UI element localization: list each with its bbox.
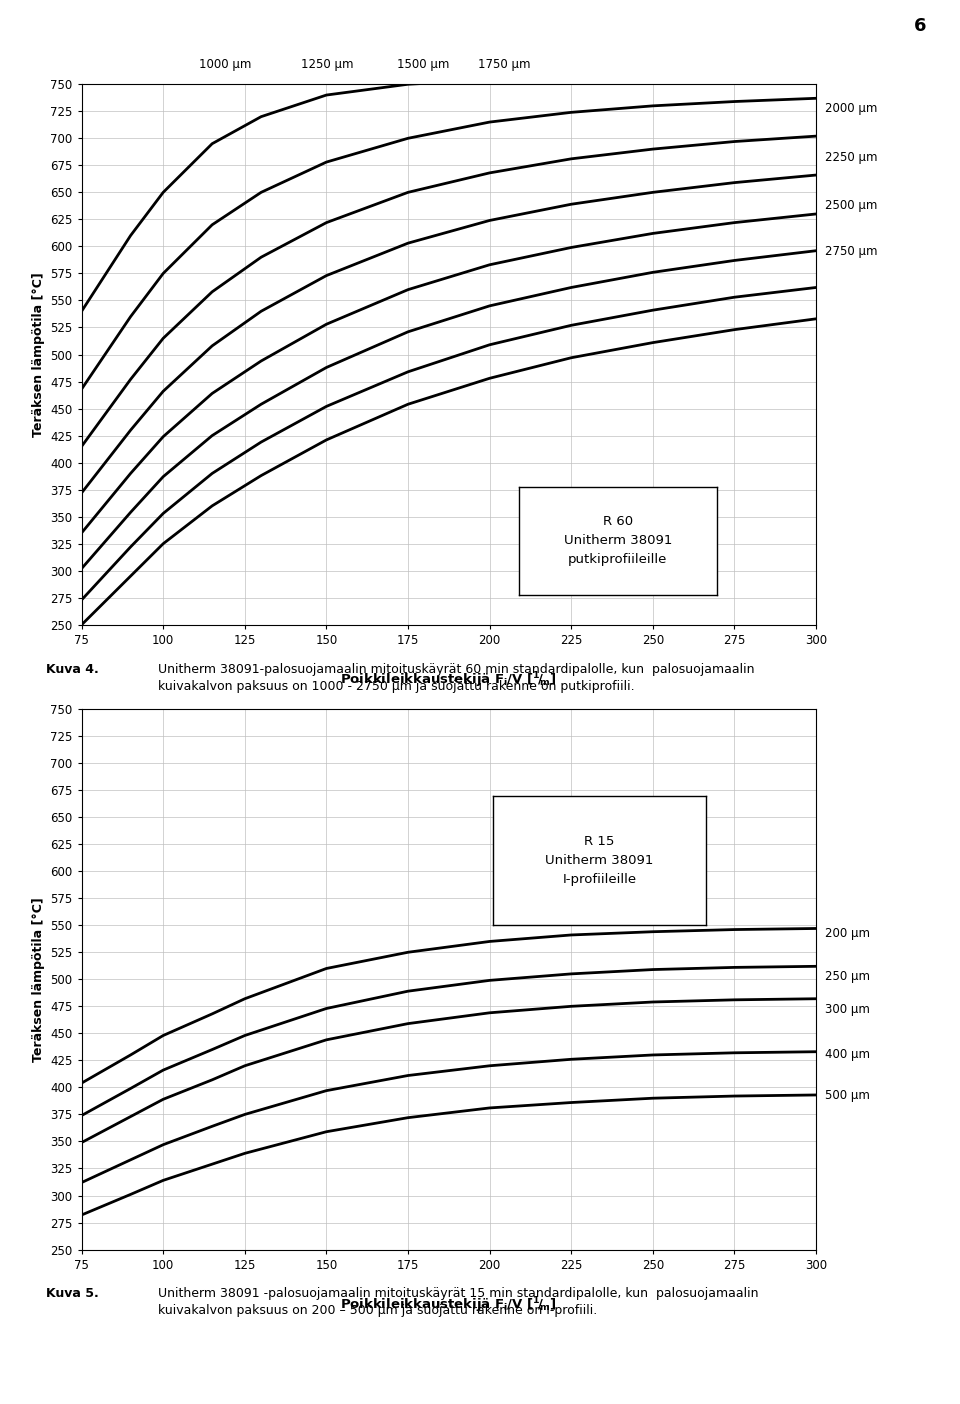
Text: Unitherm 38091-palosuojamaalin mitoituskäyrät 60 min standardipalolle, kun  palo: Unitherm 38091-palosuojamaalin mitoitusk… — [158, 663, 755, 692]
Text: 2500 μm: 2500 μm — [825, 199, 877, 212]
Text: 250 μm: 250 μm — [825, 970, 870, 983]
Text: 6: 6 — [914, 17, 926, 35]
Text: 1000 μm: 1000 μm — [199, 58, 251, 70]
Y-axis label: Teräksen lämpötila [°C]: Teräksen lämpötila [°C] — [32, 272, 45, 437]
Text: Poikkileikkaustekijä $\mathbf{F_i/V\ [^1\!/\!_m]}$: Poikkileikkaustekijä $\mathbf{F_i/V\ [^1… — [340, 671, 558, 691]
Text: 1250 μm: 1250 μm — [301, 58, 354, 70]
Text: 1500 μm: 1500 μm — [396, 58, 449, 70]
Text: 500 μm: 500 μm — [825, 1090, 870, 1102]
Text: 1750 μm: 1750 μm — [478, 58, 530, 70]
Text: 300 μm: 300 μm — [825, 1002, 870, 1015]
Text: Kuva 5.: Kuva 5. — [46, 1287, 99, 1300]
Text: Kuva 4.: Kuva 4. — [46, 663, 99, 675]
Text: Unitherm 38091 -palosuojamaalin mitoituskäyrät 15 min standardipalolle, kun  pal: Unitherm 38091 -palosuojamaalin mitoitus… — [158, 1287, 759, 1317]
Text: 2000 μm: 2000 μm — [825, 102, 877, 115]
Text: 2250 μm: 2250 μm — [825, 150, 877, 164]
Text: 200 μm: 200 μm — [825, 927, 870, 939]
Text: 2750 μm: 2750 μm — [825, 246, 877, 258]
Y-axis label: Teräksen lämpötila [°C]: Teräksen lämpötila [°C] — [32, 897, 45, 1061]
Text: 400 μm: 400 μm — [825, 1049, 870, 1061]
Text: Poikkileikkaustekijä $\mathbf{F_i/V\ [^1\!/\!_m]}$: Poikkileikkaustekijä $\mathbf{F_i/V\ [^1… — [340, 1296, 558, 1316]
